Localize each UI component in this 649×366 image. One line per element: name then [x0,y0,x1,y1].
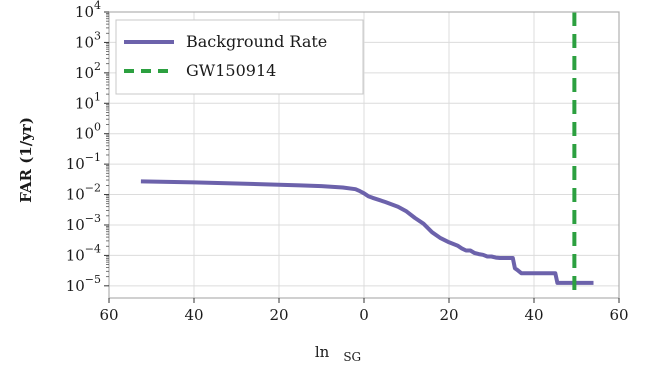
y-tick-label: 10−1 [66,151,101,173]
legend-label-gw150914: GW150914 [186,61,276,80]
x-tick-label: 0 [359,306,369,324]
x-tick-label: 60 [609,306,628,324]
x-axis-label: ln SG [315,343,361,364]
y-tick-label: 101 [75,90,101,112]
legend-box [115,19,364,95]
y-tick-label: 100 [75,121,101,143]
x-tick-label: 40 [524,306,543,324]
y-tick-label: 103 [75,29,101,51]
y-axis-label: FAR (1/yr) [17,117,35,203]
x-tick-label: 20 [439,306,458,324]
y-tick-label: 10−3 [66,212,101,234]
y-tick-label: 10−5 [66,273,101,295]
y-tick-label: 10−4 [66,242,101,264]
legend: Background Rate GW150914 [115,19,364,95]
x-tick-label: 40 [184,306,203,324]
x-tick-label: 60 [99,306,118,324]
y-tick-label: 10−2 [66,182,101,204]
series-background-rate-line [140,179,594,285]
y-tick-label: 104 [75,0,101,21]
axis-ticks: 60 40 20 0 20 40 60 10−5 10−4 10−3 10−2 10−1 100 101 1… [66,0,629,324]
series-layer [140,12,594,298]
x-tick-label: 20 [269,306,288,324]
x-axis-label-sub: SG [343,350,361,364]
x-axis-label-main: ln [315,343,330,361]
y-tick-label: 102 [75,60,101,82]
legend-label-background-rate: Background Rate [186,32,327,51]
